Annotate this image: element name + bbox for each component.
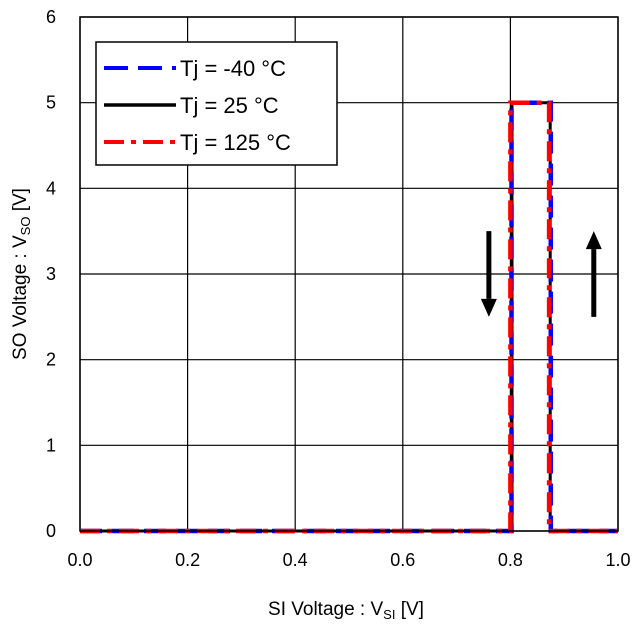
y-tick-label-3: 3 <box>46 264 56 284</box>
x-tick-label-1: 0.2 <box>175 550 200 570</box>
x-tick-label-3: 0.6 <box>390 550 415 570</box>
y-tick-label-0: 0 <box>46 521 56 541</box>
annotation-arrows <box>480 231 602 317</box>
y-tick-label-6: 6 <box>46 7 56 27</box>
x-tick-label-5: 1.0 <box>605 550 630 570</box>
series-line-1 <box>80 101 618 533</box>
x-tick-label-2: 0.4 <box>283 550 308 570</box>
series-line-0 <box>80 100 618 534</box>
x-tick-label-0: 0.0 <box>67 550 92 570</box>
x-axis-label: SI Voltage : VSI [V] <box>268 599 424 622</box>
arrow-head-0 <box>480 298 497 317</box>
series-layer <box>80 100 618 534</box>
x-tick-label-4: 0.8 <box>498 550 523 570</box>
y-axis-label: SO Voltage : VSO [V] <box>10 188 33 360</box>
arrow-head-1 <box>585 231 602 250</box>
legend-label-1: Tj = 25 °C <box>180 93 279 118</box>
legend-label-2: Tj = 125 °C <box>180 130 291 155</box>
legend-label-0: Tj = -40 °C <box>180 56 286 81</box>
y-tick-label-1: 1 <box>46 435 56 455</box>
series-line-2 <box>80 100 618 534</box>
y-tick-label-2: 2 <box>46 350 56 370</box>
y-tick-label-4: 4 <box>46 178 56 198</box>
y-tick-label-5: 5 <box>46 93 56 113</box>
tick-labels: 0.0 0.2 0.4 0.6 0.8 1.0 0 1 2 3 4 5 6 <box>46 7 631 570</box>
plot-frame <box>79 16 619 532</box>
legend: Tj = -40 °C Tj = 25 °C Tj = 125 °C <box>95 41 338 166</box>
